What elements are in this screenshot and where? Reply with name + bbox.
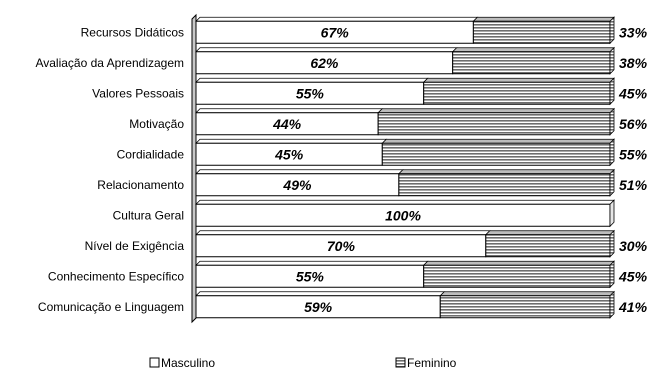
bar-segment-side	[609, 290, 615, 319]
data-label-feminino: 41%	[618, 299, 648, 315]
bar-segment-feminino	[377, 112, 611, 136]
legend-item-feminino: Feminino	[395, 356, 457, 370]
bar-segment-top	[195, 169, 404, 175]
data-label-feminino: 56%	[619, 116, 648, 132]
bar-segment-side	[609, 168, 615, 197]
category-label: Valores Pessoais	[92, 86, 184, 100]
bar-segment-top	[484, 230, 615, 236]
bar-segment-top	[195, 138, 388, 144]
data-label-feminino: 30%	[619, 238, 648, 254]
data-label-masculino: 44%	[272, 116, 302, 132]
data-label-masculino: 100%	[385, 207, 421, 223]
plot-area: Recursos Didáticos 67% 33% Avaliação da Apr…	[35, 13, 648, 324]
bar-segment-side	[609, 107, 615, 136]
bar-segment-feminino	[452, 51, 611, 75]
data-label-feminino: 38%	[619, 55, 648, 71]
category-label: Comunicação e Linguagem	[38, 300, 184, 314]
category-label: Avaliação da Aprendizagem	[35, 56, 184, 70]
data-label-feminino: 55%	[619, 146, 648, 162]
bar-segment-feminino	[472, 20, 611, 44]
data-label-feminino: 33%	[619, 24, 648, 40]
category-label: Cultura Geral	[113, 208, 184, 222]
bar-segment-top	[195, 230, 491, 236]
bar-segment-feminino	[381, 142, 611, 166]
bar-segment-feminino	[423, 81, 611, 105]
bar-segment-side	[609, 16, 615, 45]
bar-segment-feminino	[423, 264, 611, 288]
data-label-masculino: 62%	[310, 55, 339, 71]
legend-label-feminino: Feminino	[407, 356, 457, 370]
bar-segment-top	[472, 16, 615, 22]
bar-segment-top	[377, 108, 615, 114]
bar-segment-feminino	[485, 234, 611, 258]
bar-segment-side	[609, 199, 615, 228]
legend-swatch-masculino	[149, 357, 160, 368]
bar-segment-feminino	[398, 173, 611, 197]
bar-segment-top	[195, 47, 458, 53]
bar-segment-top	[439, 291, 615, 297]
bar-segment-side	[609, 138, 615, 167]
axis-wall	[191, 13, 197, 324]
category-label: Motivação	[129, 117, 184, 131]
data-label-masculino: 49%	[282, 177, 312, 193]
data-label-masculino: 59%	[304, 299, 333, 315]
data-label-masculino: 55%	[296, 85, 325, 101]
category-label: Relacionamento	[97, 178, 184, 192]
bar-segment-top	[422, 260, 615, 266]
bar-segment-side	[609, 229, 615, 258]
category-label: Nível de Exigência	[85, 239, 185, 253]
category-label: Cordialidade	[117, 147, 185, 161]
bar-segment-top	[195, 260, 429, 266]
data-label-feminino: 51%	[619, 177, 648, 193]
bar-segment-top	[397, 169, 615, 175]
bar-segment-side	[609, 77, 615, 106]
data-label-masculino: 70%	[327, 238, 356, 254]
bar-segment-top	[195, 199, 615, 205]
legend-item-masculino: Masculino	[149, 356, 215, 370]
bar-segment-side	[609, 260, 615, 289]
data-label-masculino: 67%	[321, 24, 350, 40]
data-label-masculino: 55%	[296, 268, 325, 284]
bar-segment-feminino	[439, 295, 611, 319]
legend-label-masculino: Masculino	[161, 356, 215, 370]
category-label: Conhecimento Específico	[48, 269, 184, 283]
bar-segment-top	[195, 291, 446, 297]
bar-segment-top	[381, 138, 615, 144]
bar-segment-top	[195, 16, 479, 22]
data-label-feminino: 45%	[618, 268, 648, 284]
bar-segment-side	[609, 46, 615, 75]
bar-segment-top	[451, 47, 615, 53]
bar-segment-top	[195, 77, 429, 83]
bar-segment-top	[195, 108, 384, 114]
legend: Masculino Feminino	[149, 356, 457, 370]
data-label-masculino: 45%	[274, 146, 304, 162]
category-label: Recursos Didáticos	[81, 25, 184, 39]
bar-segment-top	[422, 77, 615, 83]
data-label-feminino: 45%	[618, 85, 648, 101]
legend-swatch-feminino	[395, 357, 406, 368]
